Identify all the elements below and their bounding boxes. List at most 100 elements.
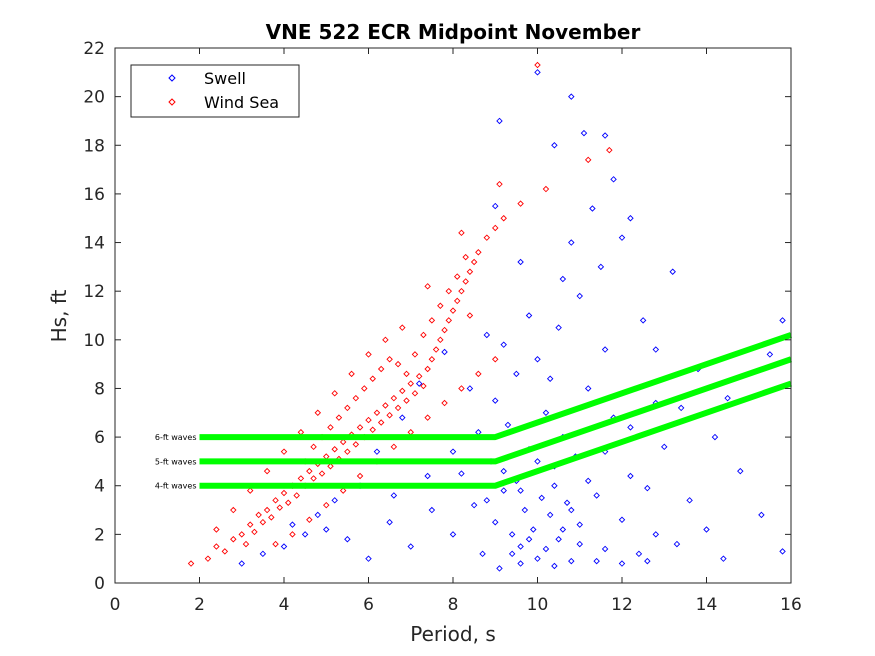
wind-sea-point bbox=[306, 467, 313, 475]
wind-sea-point bbox=[365, 416, 372, 424]
swell-point bbox=[580, 129, 588, 137]
wind-sea-point bbox=[356, 472, 364, 480]
wind-sea-point bbox=[230, 535, 237, 543]
swell-point bbox=[508, 550, 516, 558]
swell-point bbox=[508, 531, 516, 538]
swell-point bbox=[779, 317, 786, 324]
wind-sea-point bbox=[213, 526, 220, 533]
swell-point bbox=[669, 268, 676, 275]
swell-point bbox=[601, 545, 609, 553]
swell-point bbox=[500, 467, 507, 475]
swell-point bbox=[652, 531, 660, 538]
wind-sea-point bbox=[306, 516, 313, 524]
wind-sea-point bbox=[428, 356, 436, 363]
wind-sea-point bbox=[352, 441, 360, 448]
y-tick-label: 18 bbox=[83, 136, 105, 156]
swell-point bbox=[530, 526, 537, 533]
wind-sea-point bbox=[584, 156, 592, 164]
wind-sea-point bbox=[496, 180, 503, 188]
swell-point bbox=[517, 560, 524, 567]
wind-sea-point bbox=[327, 463, 334, 470]
swell-point bbox=[466, 385, 474, 392]
swell-point bbox=[407, 543, 414, 550]
swell-point bbox=[449, 448, 457, 455]
swell-point bbox=[568, 506, 575, 514]
x-tick-label: 12 bbox=[611, 595, 633, 615]
x-tick-label: 10 bbox=[527, 595, 549, 615]
swell-point bbox=[627, 214, 634, 222]
wind-sea-point bbox=[327, 424, 334, 431]
swell-point bbox=[538, 494, 545, 502]
wind-sea-point bbox=[466, 268, 474, 275]
swell-point bbox=[639, 317, 647, 324]
swell-point bbox=[589, 205, 596, 212]
wind-sea-point bbox=[373, 409, 381, 417]
swell-point bbox=[525, 312, 533, 319]
wind-sea-point bbox=[437, 336, 444, 344]
threshold-lines: 6-ft waves 5-ft waves 4-ft waves bbox=[155, 332, 792, 491]
wind-sea-point bbox=[517, 200, 524, 207]
wind-sea-point bbox=[242, 540, 250, 548]
wind-sea-point bbox=[403, 370, 410, 378]
threshold-line-5ft bbox=[199, 356, 792, 465]
wind-sea-point bbox=[331, 390, 338, 397]
swell-point bbox=[331, 497, 338, 504]
swell-point bbox=[513, 370, 520, 378]
wind-sea-point bbox=[238, 531, 245, 538]
swell-point bbox=[415, 380, 423, 387]
plot-area bbox=[115, 48, 791, 583]
wind-sea-point bbox=[606, 146, 613, 154]
wind-sea-point bbox=[424, 414, 431, 421]
swell-point bbox=[483, 497, 491, 504]
wind-sea-point bbox=[534, 61, 541, 69]
wind-sea-point bbox=[377, 419, 385, 426]
wind-sea-point bbox=[407, 380, 414, 387]
wind-sea-point bbox=[344, 448, 351, 455]
wind-sea-point bbox=[432, 346, 440, 353]
legend-windsea-marker bbox=[168, 98, 176, 106]
swell-point bbox=[424, 472, 431, 480]
wind-sea-point bbox=[348, 370, 355, 378]
swell-point bbox=[500, 487, 507, 494]
swell-point bbox=[661, 443, 668, 451]
wind-sea-point bbox=[293, 492, 300, 499]
swell-point bbox=[555, 324, 562, 331]
wind-sea-point bbox=[230, 506, 237, 514]
swell-point bbox=[601, 132, 609, 139]
swell-point bbox=[390, 492, 398, 499]
wind-sea-point bbox=[221, 548, 229, 555]
swell-point bbox=[618, 560, 626, 567]
y-tick-label: 12 bbox=[83, 282, 105, 302]
swell-point bbox=[525, 535, 533, 543]
swell-point bbox=[280, 543, 288, 550]
wind-sea-point bbox=[386, 411, 393, 419]
swell-point bbox=[301, 531, 309, 538]
swell-point bbox=[563, 499, 571, 506]
swell-point bbox=[517, 543, 524, 550]
swell-point bbox=[344, 535, 351, 543]
swell-point bbox=[576, 540, 583, 548]
wind-sea-point bbox=[390, 394, 398, 402]
legend: Swell Wind Sea bbox=[130, 64, 300, 118]
swell-point bbox=[610, 176, 617, 183]
x-tick-label: 6 bbox=[363, 595, 374, 615]
swell-point bbox=[627, 424, 634, 431]
wind-sea-point bbox=[314, 409, 322, 417]
wind-sea-point bbox=[458, 229, 465, 237]
swell-point bbox=[568, 93, 575, 100]
wind-sea-point bbox=[441, 326, 448, 334]
wind-sea-point bbox=[331, 446, 338, 453]
y-tick-label: 22 bbox=[83, 39, 105, 59]
swell-point bbox=[492, 202, 499, 210]
swell-point bbox=[635, 550, 643, 558]
swell-point bbox=[496, 565, 503, 572]
swell-point bbox=[593, 557, 600, 565]
x-tick-label: 14 bbox=[696, 595, 718, 615]
swell-point bbox=[521, 506, 529, 514]
threshold-line-4ft bbox=[199, 380, 792, 489]
swell-point bbox=[441, 348, 448, 356]
wind-sea-point bbox=[420, 382, 427, 390]
swell-point bbox=[779, 548, 786, 555]
swell-point bbox=[551, 562, 558, 570]
wind-sea-point bbox=[542, 185, 550, 193]
